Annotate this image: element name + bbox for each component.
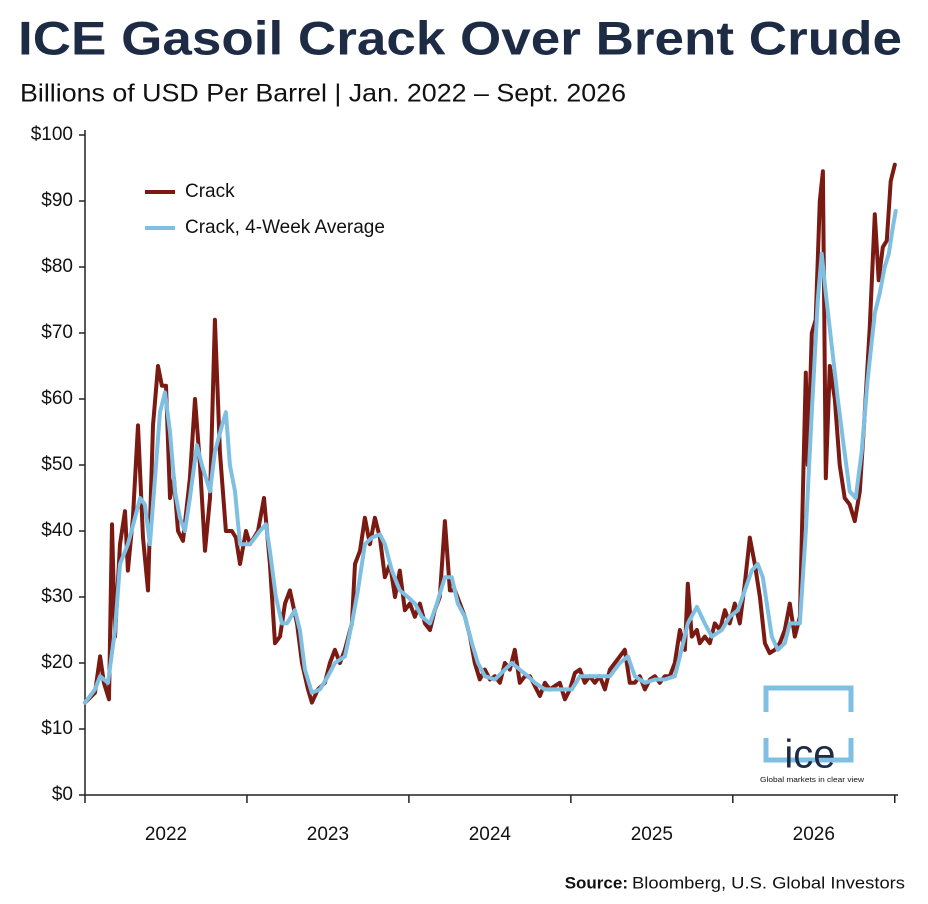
series-line (83, 208, 898, 705)
y-tick-label: $60 (41, 388, 73, 409)
x-tick-label: 2024 (469, 824, 512, 845)
source-label: Source: (565, 873, 628, 892)
y-tick-label: $100 (31, 124, 73, 145)
y-tick-label: $50 (41, 454, 73, 475)
y-tick-label: $80 (41, 256, 73, 277)
chart-subtitle: Billions of USD Per Barrel | Jan. 2022 –… (20, 80, 626, 108)
logo: ice Global markets in clear view (760, 685, 865, 784)
chart-title: ICE Gasoil Crack Over Brent Crude (18, 11, 902, 64)
source: Bloomberg, U.S. Global Investors (632, 873, 905, 892)
logo-frame (763, 685, 854, 712)
x-tick-label: 2023 (307, 824, 349, 845)
x-tick-label: 2025 (631, 824, 673, 845)
logo-text: ice (784, 733, 835, 777)
y-tick-label: $40 (41, 520, 73, 541)
y-tick-label: $0 (52, 784, 73, 805)
logo-tagline: Global markets in clear view (760, 775, 865, 784)
series-line (83, 162, 897, 705)
x-tick-label: 2022 (145, 824, 187, 845)
legend-label: Crack (185, 181, 235, 202)
y-tick-label: $70 (41, 322, 73, 343)
y-tick-label: $90 (41, 190, 73, 211)
logo-frame (763, 738, 854, 763)
x-tick-label: 2026 (793, 824, 835, 845)
y-tick-label: $30 (41, 586, 73, 607)
y-tick-label: $20 (41, 652, 73, 673)
y-tick-label: $10 (41, 718, 73, 739)
legend-label: Crack, 4-Week Average (185, 217, 385, 238)
